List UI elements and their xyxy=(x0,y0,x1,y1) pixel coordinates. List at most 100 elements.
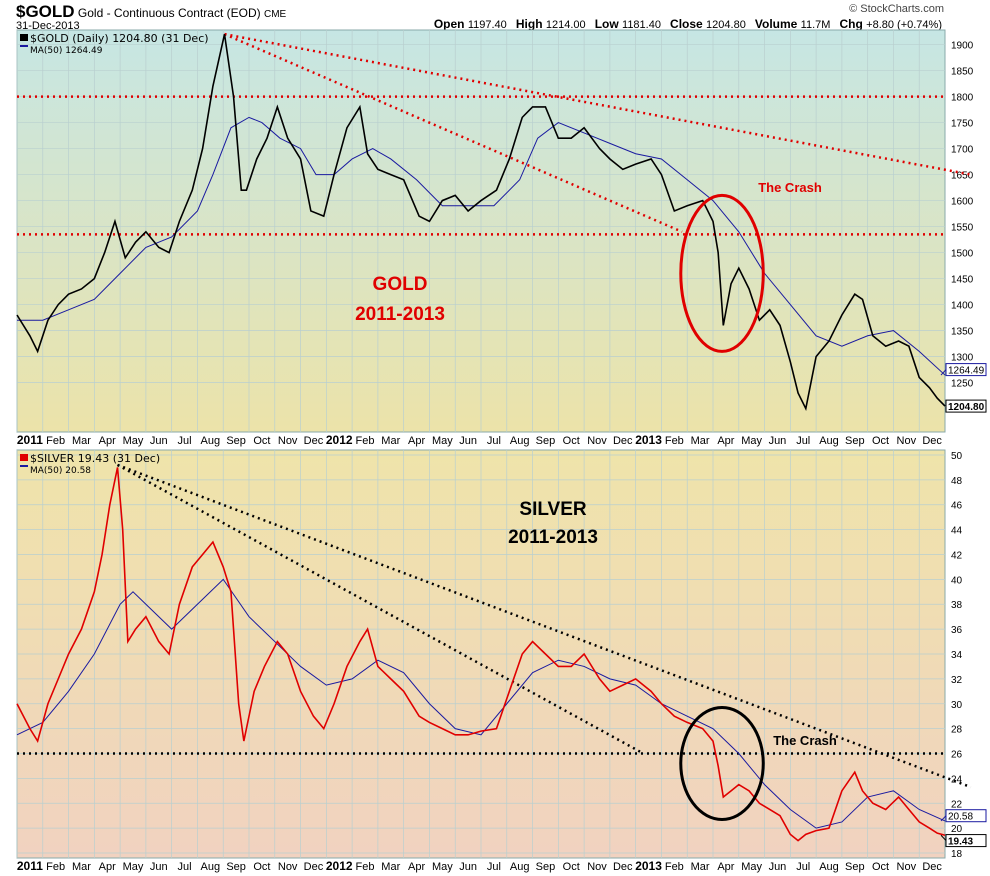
legend-swatch xyxy=(20,45,28,47)
legend-entry: MA(50) 20.58 xyxy=(30,466,91,476)
y-tick-label: 1750 xyxy=(951,119,974,130)
x-tick-label: Jul xyxy=(796,435,810,447)
silver-title: SILVER xyxy=(519,499,586,520)
x-tick-label: Feb xyxy=(46,435,65,447)
x-tick-label: Oct xyxy=(563,861,580,873)
x-tick-label: Dec xyxy=(304,435,324,447)
y-tick-label: 1600 xyxy=(951,197,974,208)
x-tick-label: Jun xyxy=(150,861,168,873)
x-tick-label: Sep xyxy=(226,861,246,873)
x-tick-label: May xyxy=(432,861,453,873)
last-price-label-box xyxy=(945,399,987,413)
x-tick-label: Sep xyxy=(845,435,865,447)
y-tick-label: 20 xyxy=(951,824,963,835)
y-tick-label: 24 xyxy=(951,774,963,785)
x-tick-label: Jul xyxy=(178,861,192,873)
x-tick-label: May xyxy=(123,861,144,873)
x-tick-label: May xyxy=(123,435,144,447)
last-price-label: 1204.80 xyxy=(948,402,985,413)
x-tick-label: Apr xyxy=(99,435,116,447)
y-tick-label: 36 xyxy=(951,625,963,636)
crash-ellipse xyxy=(679,193,765,353)
y-tick-label: 46 xyxy=(951,501,963,512)
x-tick-label: Oct xyxy=(253,435,270,447)
legend-entry: $SILVER 19.43 (31 Dec) xyxy=(30,452,160,465)
quote-value: 11.7M xyxy=(800,19,834,31)
symbol: $GOLD xyxy=(16,2,75,21)
quote-label: Low xyxy=(594,17,623,31)
x-tick-label: Nov xyxy=(897,861,917,873)
x-tick-label: Dec xyxy=(922,861,942,873)
legend-entry: MA(50) 1264.49 xyxy=(30,46,103,56)
legend-swatch xyxy=(20,34,28,41)
chart-date: 31-Dec-2013 xyxy=(16,20,80,32)
x-tick-label: Nov xyxy=(587,435,607,447)
quote-value: +8.80 (+0.74%) xyxy=(866,19,942,31)
silver-ma50-line xyxy=(16,578,946,829)
y-tick-label: 1250 xyxy=(951,379,974,390)
quote-label: Volume xyxy=(754,17,801,31)
x-tick-label: Feb xyxy=(356,435,375,447)
crash-annotation: The Crash xyxy=(758,180,822,195)
exchange: CME xyxy=(264,9,287,20)
last-ma-label-box xyxy=(945,363,987,377)
y-tick-label: 1400 xyxy=(951,301,974,312)
quote-label: Close xyxy=(670,17,707,31)
x-tick-label: Aug xyxy=(510,435,530,447)
quote-value: 1181.40 xyxy=(622,19,665,31)
y-tick-label: 34 xyxy=(951,650,963,661)
trendline xyxy=(117,463,972,789)
x-tick-label: Oct xyxy=(872,861,889,873)
trendline xyxy=(116,463,645,755)
trendline xyxy=(224,32,972,176)
x-tick-label: Apr xyxy=(99,861,116,873)
x-tick-label: Nov xyxy=(278,861,298,873)
y-tick-label: 1700 xyxy=(951,145,974,156)
y-tick-label: 28 xyxy=(951,725,963,736)
x-year-label: 2011 xyxy=(17,859,43,873)
x-tick-label: Oct xyxy=(872,435,889,447)
brand-watermark: © StockCharts.com xyxy=(849,3,944,15)
x-year-label: 2011 xyxy=(17,433,43,447)
last-ma-label-box xyxy=(945,809,987,823)
y-tick-label: 1650 xyxy=(951,171,974,182)
x-year-label: 2013 xyxy=(635,859,662,873)
x-tick-label: Mar xyxy=(381,435,400,447)
y-tick-label: 18 xyxy=(951,849,963,860)
crash-ellipse xyxy=(679,705,765,821)
quote-label: Open xyxy=(433,17,468,31)
y-tick-label: 50 xyxy=(951,451,963,462)
last-ma-label: 1264.49 xyxy=(948,366,985,377)
x-tick-label: Aug xyxy=(819,861,839,873)
x-tick-label: Dec xyxy=(613,435,633,447)
x-tick-label: Dec xyxy=(613,861,633,873)
last-ma-label: 20.58 xyxy=(948,812,973,823)
y-tick-label: 1800 xyxy=(951,93,974,104)
chart-header: $GOLD Gold - Continuous Contract (EOD) C… xyxy=(16,2,286,22)
y-tick-label: 1450 xyxy=(951,275,974,286)
quote-value: 1214.00 xyxy=(545,19,589,31)
gold-ma50-line xyxy=(17,116,946,376)
x-tick-label: Sep xyxy=(845,861,865,873)
x-tick-label: Sep xyxy=(536,435,556,447)
x-tick-label: Jun xyxy=(769,435,787,447)
gold-subtitle: 2011-2013 xyxy=(355,304,445,325)
gold-title: GOLD xyxy=(373,274,428,295)
x-tick-label: Nov xyxy=(278,435,298,447)
x-tick-label: May xyxy=(741,861,762,873)
x-tick-label: Aug xyxy=(510,861,530,873)
y-tick-label: 48 xyxy=(951,476,963,487)
x-tick-label: Jun xyxy=(769,861,787,873)
x-tick-label: Mar xyxy=(72,435,91,447)
y-tick-label: 30 xyxy=(951,700,963,711)
instrument-name: Gold - Continuous Contract (EOD) xyxy=(77,6,261,20)
last-price-label-leader xyxy=(940,834,947,841)
x-tick-label: Sep xyxy=(226,435,246,447)
last-price-label-box xyxy=(945,834,987,848)
last-ma-label-leader xyxy=(940,815,947,822)
x-tick-label: Mar xyxy=(691,861,710,873)
x-tick-label: Mar xyxy=(72,861,91,873)
x-tick-label: Feb xyxy=(665,435,684,447)
